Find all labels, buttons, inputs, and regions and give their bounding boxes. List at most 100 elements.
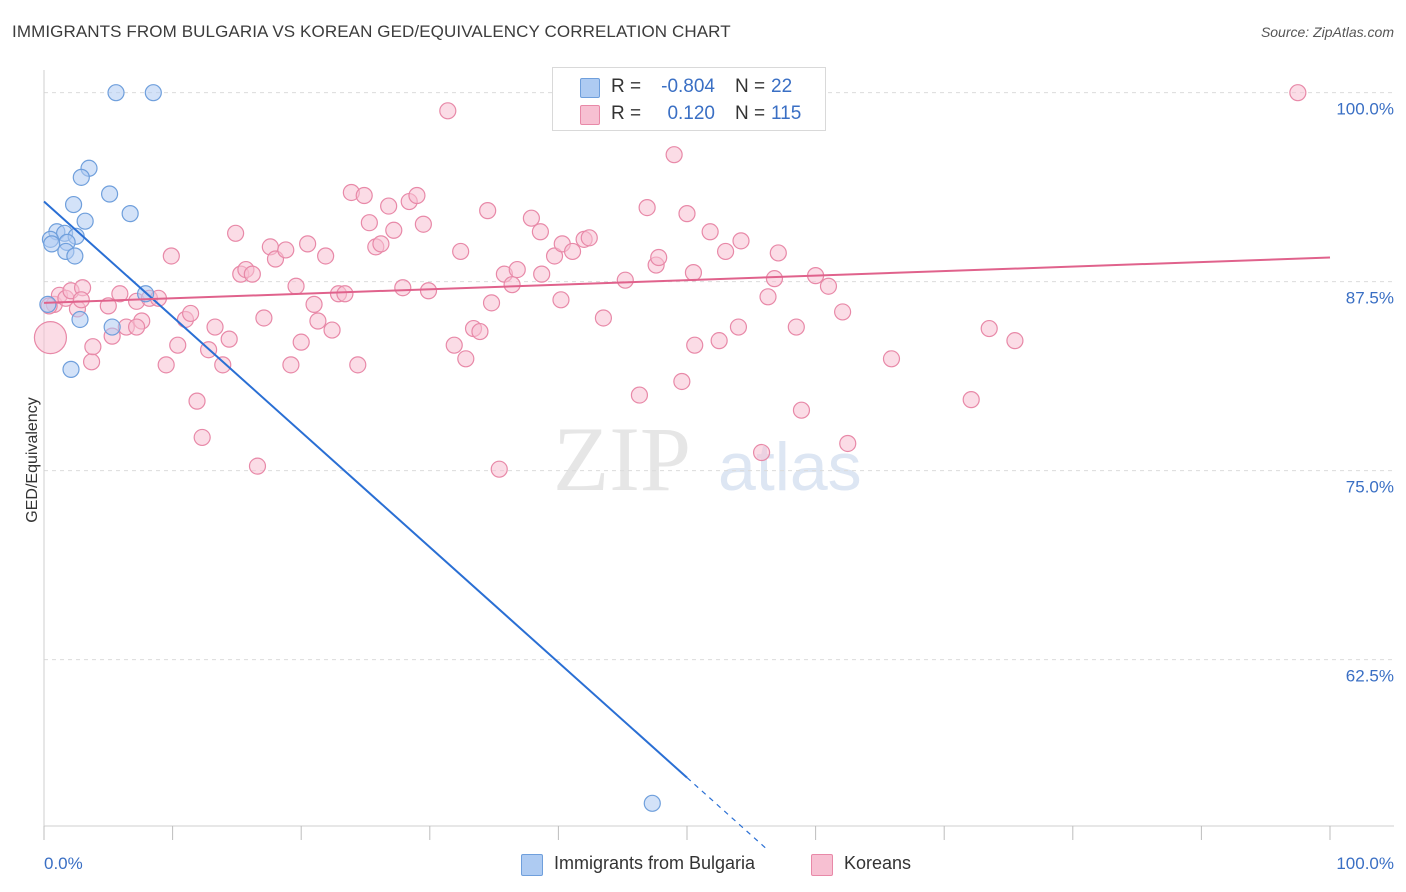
korean-point	[127, 318, 146, 336]
series-legend: Immigrants from Bulgaria Koreans	[0, 852, 1406, 878]
legend-swatch-blue	[521, 854, 543, 876]
korean-point	[292, 333, 310, 351]
korean-point	[1289, 84, 1307, 102]
korean-point	[414, 215, 432, 233]
bulgaria-point	[71, 310, 89, 329]
grid-lines	[44, 92, 1394, 661]
korean-point	[457, 350, 475, 368]
korean-point	[419, 282, 438, 300]
korean-point	[580, 229, 598, 247]
bulgaria-point	[100, 185, 119, 203]
korean-point	[594, 309, 613, 327]
korean-point	[503, 276, 521, 294]
y-tick-label: 100.0%	[1336, 100, 1394, 119]
korean-point	[729, 318, 748, 336]
legend-n-value: 115	[771, 103, 802, 124]
korean-point	[162, 247, 180, 265]
korean-point	[819, 277, 838, 295]
korean-point	[33, 321, 68, 355]
korean-point	[193, 428, 211, 447]
korean-point	[248, 457, 267, 475]
korean-point	[305, 295, 323, 313]
y-tick-label: 62.5%	[1346, 667, 1394, 686]
korean-point	[255, 309, 273, 327]
bulgaria-point	[643, 794, 661, 812]
korean-point	[684, 264, 703, 282]
x-tick-label: 0.0%	[44, 854, 83, 873]
y-tick-label: 87.5%	[1346, 289, 1394, 308]
legend-r-value: 0.120	[667, 103, 715, 124]
watermark: ZIP atlas	[553, 408, 862, 510]
korean-point	[323, 321, 341, 339]
watermark-zip: ZIP	[553, 408, 691, 510]
y-axis-label: GED/Equivalency	[24, 397, 41, 522]
korean-point	[82, 353, 101, 371]
korean-point	[752, 443, 771, 462]
korean-point	[452, 242, 470, 261]
korean-point	[445, 336, 463, 354]
korean-point	[439, 102, 457, 120]
korean-point	[716, 242, 735, 261]
korean-point	[287, 277, 305, 295]
korean-point	[638, 198, 656, 217]
stats-legend: R = -0.804 N = 22 R = 0.120 N = 115	[552, 67, 826, 131]
korean-point	[372, 235, 390, 253]
korean-point	[394, 279, 412, 297]
korean-point	[169, 336, 187, 354]
watermark-atlas: atlas	[718, 429, 862, 505]
korean-point	[1006, 332, 1024, 350]
korean-point	[650, 248, 668, 267]
korean-point	[701, 223, 719, 241]
korean-point	[962, 391, 980, 409]
bulgaria-point	[107, 84, 125, 102]
legend-n-label: N =	[735, 103, 766, 124]
legend-row-bulgaria: R = -0.804 N = 22	[553, 74, 825, 102]
korean-point	[533, 265, 551, 283]
korean-point	[665, 146, 683, 164]
korean-point	[214, 356, 232, 374]
legend-n-value: 22	[771, 76, 793, 97]
legend-label-bulgaria: Immigrants from Bulgaria	[554, 853, 756, 873]
korean-point	[678, 205, 696, 223]
legend-n-label: N =	[735, 76, 766, 97]
korean-point	[479, 202, 497, 220]
korean-point	[686, 336, 704, 354]
tick-labels: 100.0% 87.5% 75.0% 62.5% 0.0% 100.0%	[44, 100, 1394, 873]
bulgaria-point	[144, 84, 162, 102]
korean-point	[243, 265, 261, 283]
korean-point	[188, 392, 206, 410]
korean-point	[72, 291, 90, 309]
korean-point	[531, 223, 549, 241]
korean-point	[980, 319, 998, 338]
bulgaria-point	[103, 318, 121, 336]
koreans-points	[33, 84, 1307, 478]
korean-point	[84, 338, 102, 356]
bulgaria-point	[62, 360, 80, 378]
korean-point	[490, 460, 508, 478]
korean-point	[482, 294, 501, 312]
korean-point	[380, 197, 398, 215]
legend-r-label: R =	[611, 76, 642, 97]
korean-point	[522, 209, 540, 227]
legend-r-value: -0.804	[661, 76, 715, 97]
korean-point	[355, 186, 373, 205]
korean-point	[792, 401, 811, 419]
korean-point	[282, 356, 300, 374]
korean-point	[317, 247, 335, 265]
korean-point	[206, 318, 224, 336]
korean-point	[545, 247, 564, 265]
korean-point	[759, 288, 777, 306]
korean-point	[732, 232, 750, 250]
korean-point	[277, 241, 295, 259]
korean-point	[157, 356, 175, 374]
bulgaria-points	[39, 84, 661, 812]
chart-title: IMMIGRANTS FROM BULGARIA VS KOREAN GED/E…	[12, 22, 731, 41]
korean-point	[360, 214, 378, 232]
bulgaria-point	[121, 205, 139, 223]
legend-label-koreans: Koreans	[844, 853, 912, 873]
korean-point	[769, 244, 787, 262]
legend-swatch-blue	[580, 78, 600, 98]
korean-point	[227, 224, 245, 242]
legend-r-label: R =	[611, 103, 642, 124]
korean-point	[616, 271, 634, 289]
